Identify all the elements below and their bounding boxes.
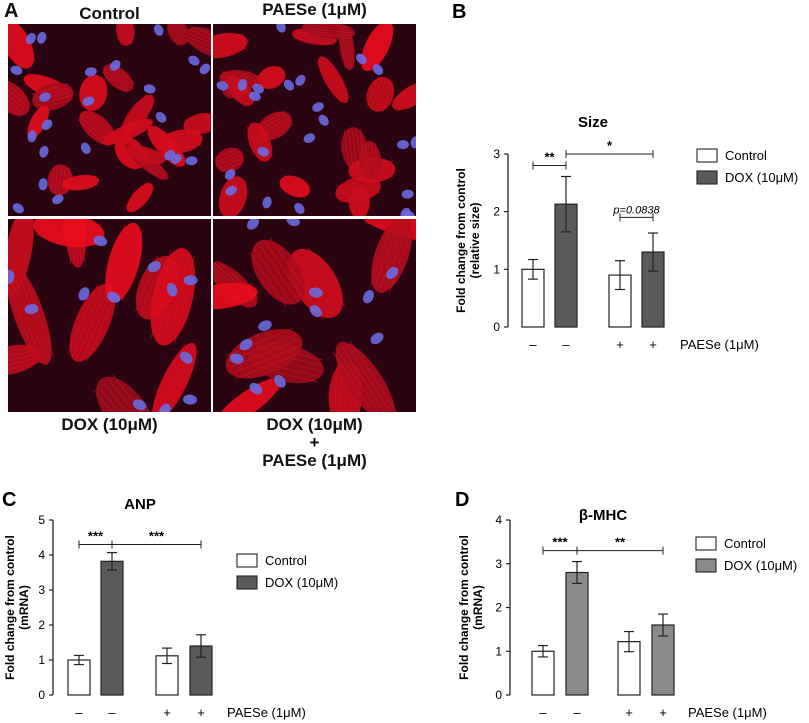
y-tick-label: 1 — [495, 644, 502, 658]
bar-1 — [531, 650, 555, 696]
bar-2 — [100, 560, 124, 696]
significance-label: ** — [544, 150, 555, 165]
legend-swatch — [236, 575, 258, 590]
bar-1 — [67, 659, 91, 696]
micro-title-dox-paese-plus: + — [309, 433, 320, 452]
y-axis-label: Fold change from control — [3, 535, 17, 680]
legend-swatch — [696, 148, 718, 163]
y-tick-label: 1 — [493, 262, 500, 276]
x-axis-label: PAESe (1μM) — [688, 705, 767, 720]
paese-sign: – — [573, 705, 581, 720]
micro-image-dox — [8, 219, 211, 412]
chart-panel-b: B Size 0 1 2 3 Fold change from control (relati… — [452, 1, 798, 352]
micro-title-paese: PAESe (1μM) — [262, 0, 367, 19]
panel-letter: C — [2, 489, 16, 511]
chart-panel-d: Dβ-MHC 0 1 2 3 4 Fold change from control (mRNA… — [455, 489, 797, 720]
legend-label: DOX (10μM) — [265, 575, 338, 590]
micro-title-control: Control — [79, 4, 140, 23]
significance-label: p=0.0838 — [612, 204, 660, 216]
paese-sign: + — [163, 705, 171, 720]
y-axis-label-unit: (relative size) — [468, 202, 482, 278]
y-tick-label: 2 — [493, 205, 500, 219]
significance-label: * — [607, 138, 613, 153]
paese-sign: – — [529, 337, 537, 352]
x-axis-label: PAESe (1μM) — [227, 705, 306, 720]
y-tick-label: 0 — [38, 688, 45, 702]
y-axis-label: Fold change from control — [457, 535, 471, 680]
paese-sign: – — [539, 705, 547, 720]
y-tick-label: 0 — [495, 688, 502, 702]
micro-image-dox-paese — [213, 219, 416, 412]
legend-swatch — [696, 170, 718, 185]
x-axis-label: PAESe (1μM) — [680, 337, 759, 352]
micro-image-paese — [213, 24, 416, 216]
paese-sign: – — [75, 705, 83, 720]
y-tick-label: 1 — [38, 653, 45, 667]
legend-label: DOX (10μM) — [724, 558, 797, 573]
significance-label: *** — [149, 529, 165, 544]
y-tick-label: 4 — [38, 548, 45, 562]
paese-sign: – — [562, 337, 570, 352]
y-tick-label: 0 — [493, 320, 500, 334]
chart-title: ANP — [124, 496, 156, 513]
legend-label: DOX (10μM) — [725, 170, 798, 185]
y-axis-label-unit: (mRNA) — [17, 585, 31, 630]
chart-title: Size — [578, 114, 608, 131]
panel-a-letter: A — [4, 0, 19, 22]
legend-label: Control — [725, 148, 767, 163]
significance-label: *** — [552, 535, 568, 550]
micro-title-dox: DOX (10μM) — [61, 415, 158, 434]
chart-panel-c: C ANP 0 1 2 3 4 5 Fold change from control (mRNA)… — [2, 489, 338, 720]
paese-sign: + — [197, 705, 205, 720]
y-tick-label: 5 — [38, 513, 45, 527]
chart-title: β-MHC — [579, 507, 627, 524]
y-tick-label: 2 — [495, 601, 502, 615]
y-tick-label: 4 — [495, 513, 502, 527]
y-tick-label: 3 — [38, 583, 45, 597]
micro-title-dox-paese-line3: PAESe (1μM) — [262, 451, 367, 470]
paese-sign: + — [659, 705, 667, 720]
legend-label: Control — [265, 553, 307, 568]
significance-label: ** — [615, 535, 626, 550]
legend-label: Control — [724, 536, 766, 551]
paese-sign: + — [616, 337, 624, 352]
y-axis-label-unit: (mRNA) — [471, 585, 485, 630]
paese-sign: + — [649, 337, 657, 352]
legend-swatch — [695, 558, 717, 573]
legend-swatch — [695, 536, 717, 551]
paese-sign: – — [108, 705, 116, 720]
y-tick-label: 3 — [495, 557, 502, 571]
paese-sign: + — [625, 705, 633, 720]
y-axis-label: Fold change from control — [454, 168, 468, 313]
micro-image-control — [8, 24, 211, 216]
y-tick-label: 3 — [493, 147, 500, 161]
legend-swatch — [236, 553, 258, 568]
panel-letter: D — [455, 489, 469, 511]
bar-2 — [565, 571, 589, 696]
micro-title-dox-paese-line1: DOX (10μM) — [266, 415, 363, 434]
y-tick-label: 2 — [38, 618, 45, 632]
panel-letter: B — [452, 1, 466, 23]
significance-label: *** — [88, 529, 104, 544]
